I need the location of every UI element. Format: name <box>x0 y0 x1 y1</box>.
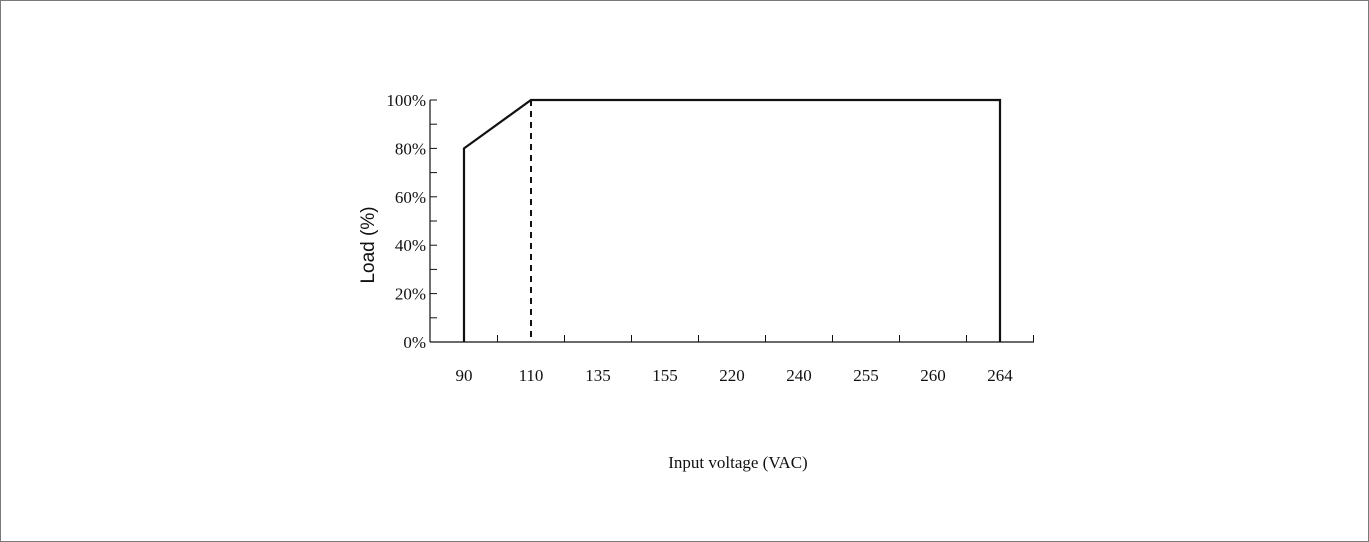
x-tick-label: 135 <box>585 366 611 385</box>
x-tick-label: 110 <box>519 366 544 385</box>
x-tick-label: 260 <box>920 366 946 385</box>
y-axis-title: Load (%) <box>358 206 379 283</box>
x-tick-label: 240 <box>786 366 812 385</box>
x-tick-label: 155 <box>652 366 678 385</box>
axes <box>429 100 1034 343</box>
x-tick-label: 264 <box>987 366 1013 385</box>
x-ticks: 90 110 135 155 220 240 255 260 264 <box>456 335 1034 385</box>
x-tick-label: 90 <box>456 366 473 385</box>
y-tick-label: 60% <box>395 188 426 207</box>
y-tick-label: 100% <box>386 91 426 110</box>
y-tick-label: 80% <box>395 139 426 158</box>
y-tick-label: 0% <box>403 333 426 352</box>
x-tick-label: 255 <box>853 366 879 385</box>
load-derating-curve <box>462 98 1002 342</box>
x-tick-label: 220 <box>719 366 745 385</box>
x-axis-title: Input voltage (VAC) <box>668 453 807 472</box>
series-group <box>462 98 1002 343</box>
y-tick-label: 40% <box>395 236 426 255</box>
y-ticks: 0% 20% 40% 60% 80% 100% <box>386 91 437 352</box>
y-tick-label: 20% <box>395 285 426 304</box>
